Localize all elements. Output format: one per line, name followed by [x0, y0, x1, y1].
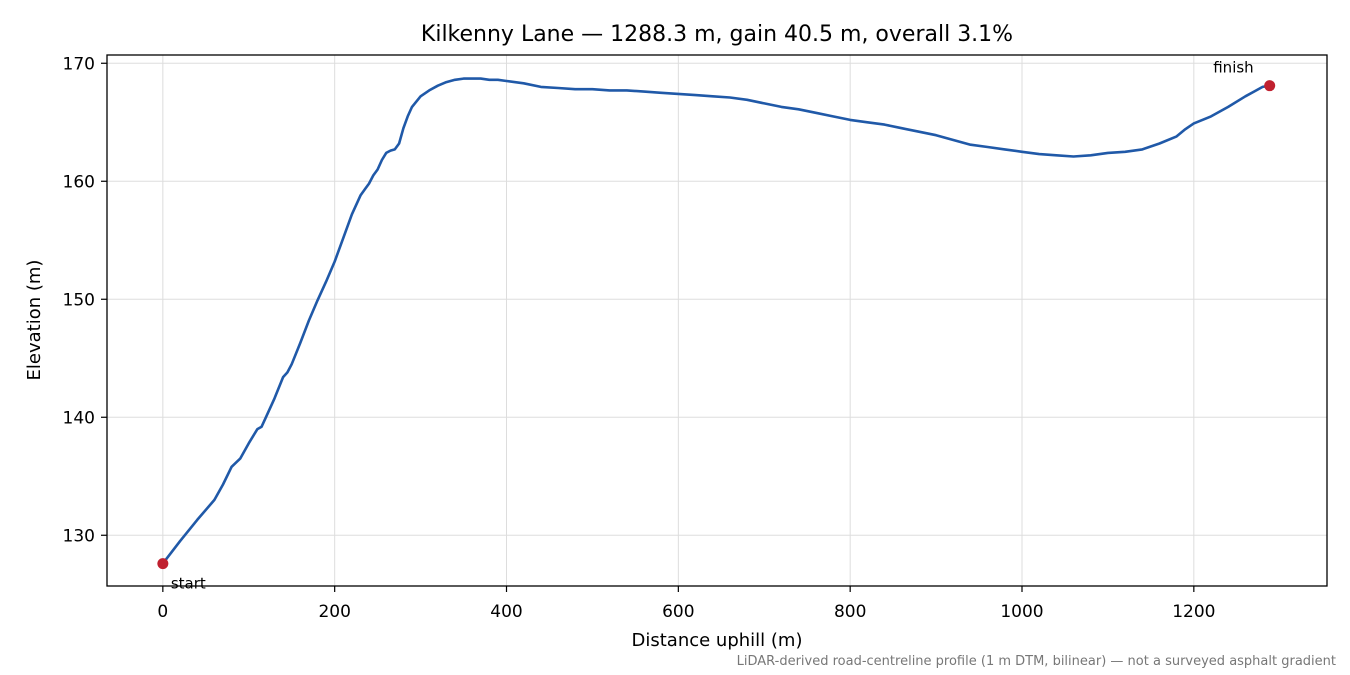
y-tick-label: 150: [63, 290, 95, 310]
grid-lines: [107, 55, 1327, 586]
x-tick-label: 200: [318, 602, 350, 622]
y-axis-ticks: 130 140 150 160 170: [63, 54, 107, 546]
footnote: LiDAR-derived road-centreline profile (1…: [737, 654, 1336, 669]
start-label: start: [171, 575, 206, 593]
start-marker: [157, 558, 169, 570]
x-tick-label: 0: [157, 602, 168, 622]
x-tick-label: 600: [662, 602, 694, 622]
x-tick-label: 1200: [1172, 602, 1215, 622]
x-tick-label: 800: [834, 602, 866, 622]
y-tick-label: 140: [63, 408, 95, 428]
finish-marker: [1264, 80, 1276, 92]
chart-title: Kilkenny Lane — 1288.3 m, gain 40.5 m, o…: [421, 22, 1013, 47]
y-axis-label: Elevation (m): [24, 260, 45, 381]
y-tick-label: 130: [63, 526, 95, 546]
plot-area-frame: [106, 54, 1328, 587]
y-tick-label: 160: [63, 172, 95, 192]
y-tick-label: 170: [63, 54, 95, 74]
finish-label: finish: [1213, 59, 1253, 77]
x-tick-label: 1000: [1000, 602, 1043, 622]
x-axis-label: Distance uphill (m): [632, 630, 803, 651]
x-tick-label: 400: [490, 602, 522, 622]
endpoint-markers: start finish: [157, 59, 1276, 593]
elevation-series-line: [161, 77, 1270, 565]
x-axis-ticks: 0 200 400 600 800 1000 1200: [157, 586, 1215, 622]
